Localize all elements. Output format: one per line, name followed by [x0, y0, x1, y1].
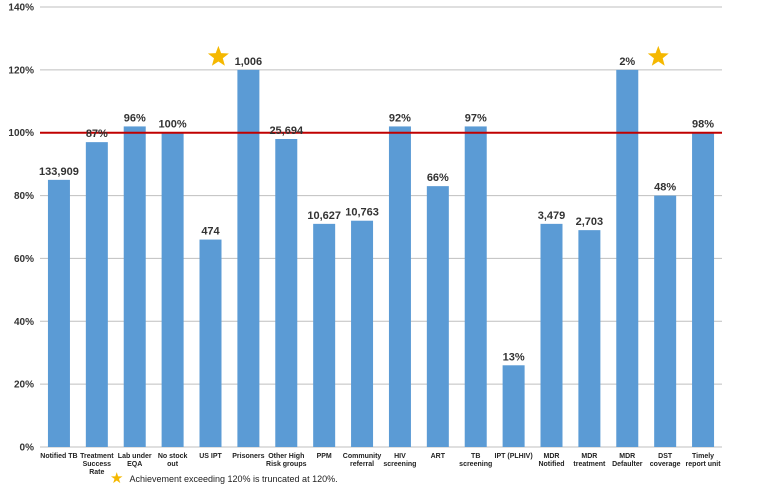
data-label: 474 [201, 226, 220, 238]
bar [692, 132, 715, 447]
bar [502, 365, 525, 447]
bar [47, 179, 70, 447]
bar [464, 126, 487, 447]
x-tick-label: screening [383, 461, 416, 468]
bars [47, 69, 715, 447]
y-tick-label: 20% [14, 380, 34, 391]
x-tick-label: Notified TB [40, 453, 77, 460]
bar [275, 139, 298, 447]
x-tick-label: US IPT [199, 453, 222, 460]
bar [85, 142, 108, 447]
bar [654, 195, 677, 447]
y-tick-label: 80% [14, 191, 34, 202]
star-icon [647, 45, 669, 66]
data-label: 133,909 [39, 166, 79, 178]
x-tick-label: Success [83, 461, 112, 468]
x-tick-label: Treatment [80, 453, 114, 460]
bar [351, 220, 374, 447]
x-tick-label: Prisoners [232, 453, 264, 460]
x-tick-label: Lab under [118, 453, 152, 460]
data-label: 10,627 [307, 210, 341, 222]
data-label: 92% [389, 112, 411, 124]
x-tick-label: MDR [581, 453, 597, 460]
y-tick-label: 120% [8, 65, 34, 76]
data-label: 2% [619, 56, 635, 68]
x-tick-label: Timely [692, 453, 714, 460]
x-tick-label: referral [350, 461, 374, 468]
x-tick-label: No stock [158, 453, 188, 460]
x-tick-label: coverage [650, 461, 681, 468]
y-tick-label: 60% [14, 254, 34, 265]
x-tick-label: EQA [127, 461, 142, 468]
x-tick-label: Notified [538, 461, 564, 468]
x-tick-label: MDR [544, 453, 560, 460]
data-label: 98% [692, 119, 714, 131]
x-tick-label: screening [459, 461, 492, 468]
x-tick-label: report unit [686, 461, 722, 468]
x-tick-label: PPM [317, 453, 332, 460]
x-tick-label: treatment [573, 461, 606, 468]
x-tick-label: ART [431, 453, 446, 460]
data-labels: 133,909 87% 96% 100% 474 1,006 25,694 10,627 10,… [39, 56, 714, 363]
x-tick-label: MDR [619, 453, 635, 460]
data-label: 1,006 [235, 56, 263, 68]
y-tick-label: 140% [8, 3, 34, 14]
bar [426, 186, 449, 447]
data-label: 10,763 [345, 207, 379, 219]
data-label: 66% [427, 172, 449, 184]
bar [388, 126, 411, 447]
footnote-text: Achievement exceeding 120% is truncated … [129, 474, 338, 484]
bar [540, 223, 563, 447]
y-axis-ticks: 0% 20% 40% 60% 80% 100% 120% 140% [8, 3, 34, 454]
y-tick-label: 40% [14, 317, 34, 328]
x-tick-label: DST [658, 453, 673, 460]
data-label: 2,703 [576, 216, 604, 228]
star-icon: ★ [110, 470, 124, 487]
y-tick-label: 0% [20, 443, 35, 454]
data-label: 87% [86, 128, 108, 140]
data-label: 100% [159, 119, 187, 131]
bar [237, 69, 260, 447]
x-tick-label: Community [343, 453, 382, 460]
x-tick-label: Risk groups [266, 461, 307, 468]
data-label: 48% [654, 182, 676, 194]
star-icon [207, 45, 229, 66]
x-tick-label: Other High [268, 453, 304, 460]
data-label: 3,479 [538, 210, 566, 222]
x-tick-label: Defaulter [612, 461, 643, 468]
x-tick-label: IPT (PLHIV) [495, 453, 533, 460]
bar [161, 132, 184, 447]
data-label: 97% [465, 112, 487, 124]
x-tick-label: out [167, 461, 179, 468]
bar [313, 223, 336, 447]
data-label: 96% [124, 112, 146, 124]
bar [199, 239, 222, 447]
data-label: 25,694 [269, 125, 304, 137]
truncation-stars [207, 45, 669, 66]
x-tick-label: HIV [394, 453, 406, 460]
x-tick-label: Rate [89, 469, 104, 476]
bar [616, 69, 639, 447]
x-tick-label: TB [471, 453, 480, 460]
y-tick-label: 100% [8, 128, 34, 139]
bar [578, 230, 601, 447]
data-label: 13% [503, 351, 525, 363]
footnote: ★ Achievement exceeding 120% is truncate… [110, 470, 338, 487]
bar [123, 126, 146, 447]
